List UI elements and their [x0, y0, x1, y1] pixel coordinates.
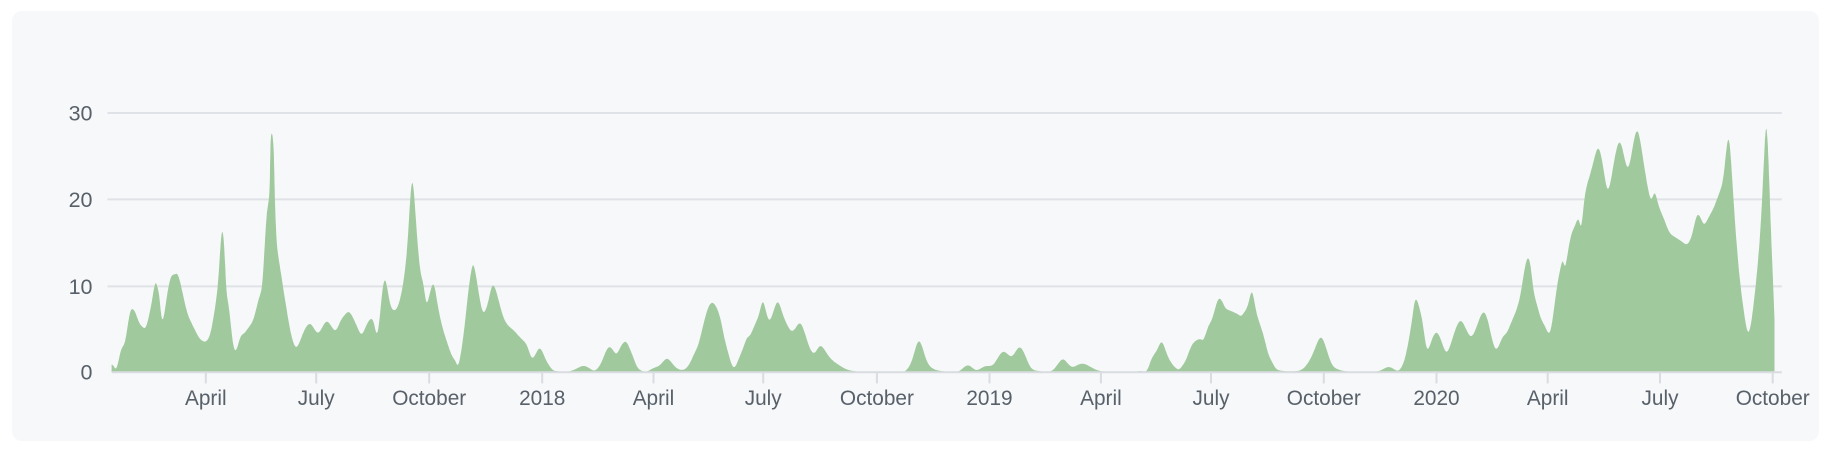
svg-text:2019: 2019	[966, 387, 1012, 410]
svg-text:10: 10	[69, 275, 93, 299]
svg-text:30: 30	[69, 101, 93, 125]
svg-text:2020: 2020	[1413, 387, 1459, 410]
svg-text:October: October	[1736, 387, 1810, 410]
svg-text:July: July	[1642, 387, 1680, 410]
svg-text:October: October	[840, 387, 914, 410]
svg-text:July: July	[745, 387, 783, 410]
svg-text:April: April	[1080, 387, 1122, 410]
svg-text:October: October	[392, 387, 466, 410]
svg-text:0: 0	[81, 361, 93, 385]
svg-text:April: April	[1527, 387, 1569, 410]
svg-text:April: April	[185, 387, 227, 410]
svg-text:July: July	[1193, 387, 1231, 410]
svg-text:April: April	[633, 387, 675, 410]
svg-text:2018: 2018	[519, 387, 565, 410]
svg-text:July: July	[298, 387, 336, 410]
svg-text:October: October	[1287, 387, 1361, 410]
svg-text:20: 20	[69, 188, 93, 212]
